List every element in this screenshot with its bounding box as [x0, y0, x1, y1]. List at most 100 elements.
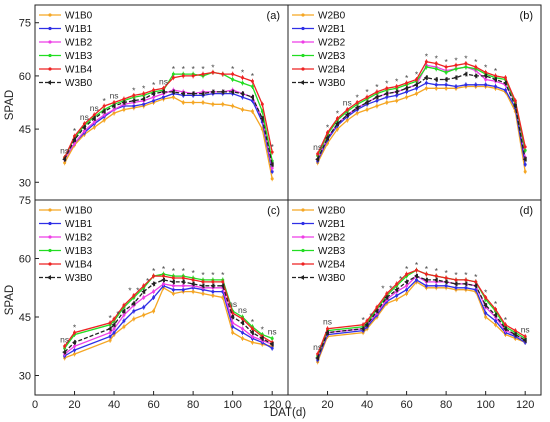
data-point: [91, 115, 96, 121]
data-point: [334, 121, 339, 127]
data-point: [405, 288, 409, 292]
significance-label: *: [464, 270, 468, 280]
legend-marker: [301, 13, 305, 17]
data-point: [231, 72, 235, 76]
significance-label: *: [484, 288, 488, 298]
data-point: [221, 280, 225, 284]
data-point: [122, 97, 126, 101]
legend-label: W2B0: [318, 11, 346, 22]
data-point: [423, 75, 428, 81]
data-point: [240, 320, 245, 326]
data-point: [434, 274, 438, 278]
data-point: [503, 76, 507, 80]
data-point: [108, 321, 112, 325]
x-tick-label: 20: [321, 399, 333, 411]
data-point: [190, 281, 195, 287]
data-point: [405, 95, 409, 99]
significance-label: ns: [323, 317, 332, 327]
data-point: [102, 104, 106, 108]
data-point: [171, 72, 175, 76]
data-point: [414, 92, 418, 96]
significance-label: ns: [521, 325, 530, 335]
data-point: [211, 70, 215, 74]
data-point: [72, 339, 77, 345]
data-point: [102, 113, 106, 117]
data-point: [131, 300, 136, 306]
y-axis-title-bottom: SPAD: [4, 285, 16, 315]
data-point: [220, 89, 225, 95]
data-point: [444, 86, 448, 90]
significance-label: *: [484, 62, 488, 72]
data-point: [122, 313, 126, 317]
data-point: [241, 336, 245, 340]
data-point: [108, 338, 112, 342]
data-point: [191, 278, 195, 282]
data-point: [269, 341, 274, 347]
significance-label: *: [132, 85, 136, 95]
legend-marker: [48, 221, 52, 226]
data-point: [374, 308, 379, 314]
significance-label: *: [454, 55, 458, 65]
legend-marker: [301, 221, 305, 226]
data-point: [122, 325, 126, 329]
data-point: [474, 65, 478, 69]
data-point: [111, 322, 116, 328]
data-point: [111, 103, 116, 109]
y-tick-label: 30: [19, 371, 31, 383]
data-point: [385, 292, 389, 296]
data-point: [112, 331, 116, 335]
x-tick-label: 120: [263, 399, 281, 411]
data-point: [259, 335, 264, 341]
legend-marker: [301, 248, 305, 253]
data-point: [151, 91, 156, 97]
data-point: [249, 94, 254, 100]
series-line-W1B2: [64, 89, 273, 169]
data-point: [453, 75, 458, 81]
data-point: [424, 81, 428, 85]
significance-label: *: [108, 313, 112, 323]
data-point: [384, 295, 389, 300]
data-point: [230, 314, 235, 320]
data-point: [405, 272, 409, 276]
data-point: [92, 120, 96, 124]
data-point: [270, 150, 274, 154]
significance-label: *: [464, 54, 468, 64]
significance-label: *: [172, 64, 176, 74]
data-point: [375, 90, 379, 94]
legend-label: W2B3: [318, 246, 346, 257]
significance-label: ns: [268, 326, 277, 336]
data-point: [484, 311, 488, 315]
data-point: [405, 292, 409, 296]
data-point: [413, 82, 418, 88]
significance-label: ns: [90, 103, 99, 113]
data-point: [108, 331, 112, 335]
significance-label: *: [375, 82, 379, 92]
data-point: [142, 284, 146, 288]
data-point: [180, 279, 185, 285]
data-point: [494, 74, 498, 78]
series-line-W1B2: [64, 283, 273, 355]
data-point: [434, 83, 438, 87]
data-point: [493, 312, 498, 318]
series-line-W3B0: [64, 91, 273, 165]
data-point: [121, 100, 126, 105]
legend-label: W2B0: [318, 206, 346, 217]
data-point: [82, 122, 86, 126]
data-point: [434, 67, 438, 71]
data-point: [433, 76, 438, 82]
data-point: [73, 352, 77, 356]
data-point: [270, 336, 274, 340]
significance-label: *: [73, 323, 77, 333]
significance-label: *: [231, 64, 235, 74]
data-point: [152, 274, 156, 278]
data-point: [315, 156, 320, 162]
data-point: [142, 305, 146, 309]
data-point: [335, 127, 339, 131]
data-point: [112, 108, 116, 112]
data-point: [424, 86, 428, 90]
data-point: [404, 279, 409, 285]
x-axis-title: DAT(d): [270, 407, 306, 419]
data-point: [364, 100, 369, 105]
data-point: [424, 284, 428, 288]
